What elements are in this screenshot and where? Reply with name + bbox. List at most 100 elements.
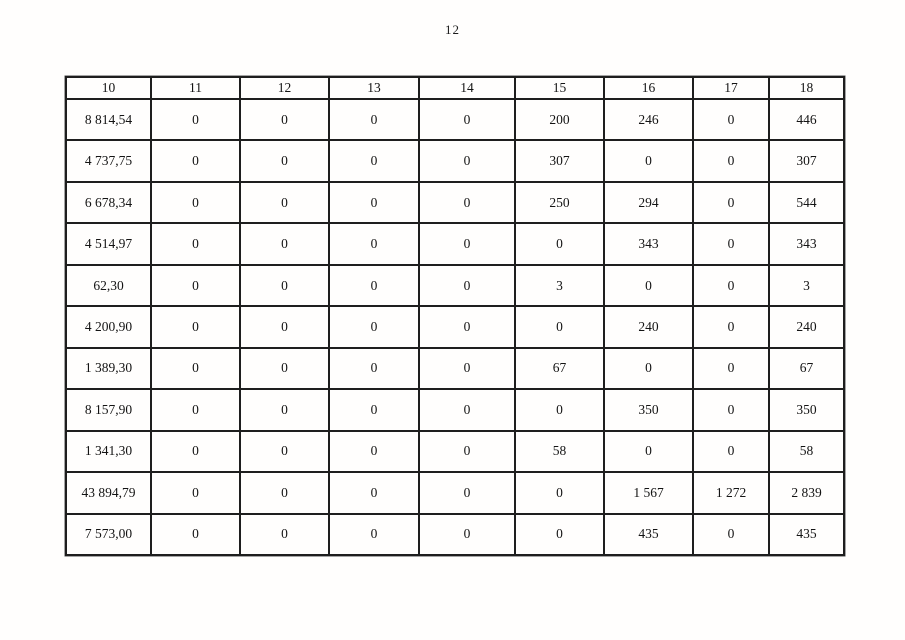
table-cell: 0 (418, 346, 516, 391)
table-cell: 0 (328, 263, 420, 308)
table-cell: 3 (514, 263, 605, 308)
table-cell: 0 (692, 346, 770, 391)
table-cell: 0 (692, 429, 770, 474)
table-cell: 1 389,30 (65, 346, 152, 391)
table-cell: 0 (603, 346, 694, 391)
data-table: 10 11 12 13 14 15 16 17 18 8 814,54 0 0 … (65, 76, 845, 557)
column-header-13: 13 (328, 76, 420, 100)
table-cell: 0 (239, 388, 330, 432)
table-cell: 0 (150, 429, 241, 474)
table-cell: 0 (239, 471, 330, 515)
table-cell: 0 (328, 429, 420, 474)
column-header-12: 12 (239, 76, 330, 100)
table-row: 8 814,54 0 0 0 0 200 246 0 446 (65, 97, 845, 142)
table-cell: 0 (514, 388, 605, 432)
page-number: 12 (445, 22, 460, 37)
table-cell: 0 (150, 305, 241, 349)
table-cell: 58 (514, 429, 605, 474)
table-cell: 0 (514, 305, 605, 349)
table-cell: 0 (150, 180, 241, 225)
table-cell: 0 (328, 346, 420, 391)
table-row: 1 341,30 0 0 0 0 58 0 0 58 (65, 429, 845, 474)
table-cell: 0 (418, 305, 516, 349)
table-row: 4 737,75 0 0 0 0 307 0 0 307 (65, 139, 845, 183)
table-cell: 7 573,00 (65, 512, 152, 557)
table-cell: 0 (418, 512, 516, 557)
table-cell: 0 (692, 512, 770, 557)
table-header-row: 10 11 12 13 14 15 16 17 18 (65, 76, 845, 100)
table-cell: 8 814,54 (65, 97, 152, 142)
table-row: 62,30 0 0 0 0 3 0 0 3 (65, 263, 845, 308)
table-cell: 0 (418, 222, 516, 266)
table-cell: 6 678,34 (65, 180, 152, 225)
table-cell: 343 (603, 222, 694, 266)
table-cell: 4 200,90 (65, 305, 152, 349)
table-cell: 307 (768, 139, 845, 183)
table-cell: 0 (239, 263, 330, 308)
table-cell: 0 (692, 97, 770, 142)
table-cell: 1 341,30 (65, 429, 152, 474)
table-cell: 343 (768, 222, 845, 266)
table-cell: 0 (692, 180, 770, 225)
table-cell: 0 (603, 263, 694, 308)
table-row: 7 573,00 0 0 0 0 0 435 0 435 (65, 512, 845, 557)
table-cell: 294 (603, 180, 694, 225)
table-cell: 0 (239, 222, 330, 266)
table-cell: 0 (239, 512, 330, 557)
table-cell: 0 (150, 97, 241, 142)
table-cell: 0 (692, 222, 770, 266)
table-row: 10 11 12 13 14 15 16 17 18 (65, 76, 845, 100)
table-cell: 0 (328, 97, 420, 142)
table-cell: 0 (150, 263, 241, 308)
table-cell: 0 (328, 222, 420, 266)
table-row: 43 894,79 0 0 0 0 0 1 567 1 272 2 839 (65, 471, 845, 515)
table-cell: 544 (768, 180, 845, 225)
table-cell: 0 (514, 512, 605, 557)
table-row: 6 678,34 0 0 0 0 250 294 0 544 (65, 180, 845, 225)
table-cell: 0 (418, 429, 516, 474)
table-cell: 0 (150, 512, 241, 557)
table-cell: 240 (603, 305, 694, 349)
table-cell: 0 (239, 97, 330, 142)
table-cell: 62,30 (65, 263, 152, 308)
table-body: 8 814,54 0 0 0 0 200 246 0 446 4 737,75 … (65, 97, 845, 557)
table-cell: 0 (239, 305, 330, 349)
table-cell: 250 (514, 180, 605, 225)
table-cell: 0 (514, 222, 605, 266)
table-cell: 0 (150, 471, 241, 515)
table-cell: 0 (150, 222, 241, 266)
table-cell: 246 (603, 97, 694, 142)
table-cell: 0 (150, 388, 241, 432)
table-row: 8 157,90 0 0 0 0 0 350 0 350 (65, 388, 845, 432)
table-cell: 0 (328, 305, 420, 349)
table-cell: 0 (328, 139, 420, 183)
column-header-18: 18 (768, 76, 845, 100)
table-cell: 0 (418, 471, 516, 515)
column-header-11: 11 (150, 76, 241, 100)
column-header-17: 17 (692, 76, 770, 100)
table-cell: 4 514,97 (65, 222, 152, 266)
table-cell: 200 (514, 97, 605, 142)
table-cell: 0 (328, 180, 420, 225)
table-cell: 0 (418, 263, 516, 308)
table-cell: 0 (418, 388, 516, 432)
table-cell: 0 (603, 429, 694, 474)
table-cell: 0 (239, 429, 330, 474)
table-cell: 240 (768, 305, 845, 349)
table-cell: 4 737,75 (65, 139, 152, 183)
column-header-15: 15 (514, 76, 605, 100)
table-cell: 350 (603, 388, 694, 432)
table-cell: 2 839 (768, 471, 845, 515)
table-cell: 1 567 (603, 471, 694, 515)
table-cell: 0 (328, 512, 420, 557)
table-cell: 0 (692, 388, 770, 432)
table-cell: 350 (768, 388, 845, 432)
table-cell: 0 (150, 346, 241, 391)
table-row: 4 514,97 0 0 0 0 0 343 0 343 (65, 222, 845, 266)
table-cell: 0 (418, 139, 516, 183)
table-cell: 3 (768, 263, 845, 308)
table-cell: 0 (239, 139, 330, 183)
table-cell: 0 (692, 305, 770, 349)
column-header-14: 14 (418, 76, 516, 100)
